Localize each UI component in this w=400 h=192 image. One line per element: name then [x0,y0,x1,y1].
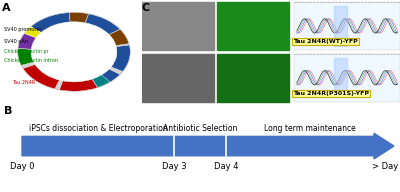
Bar [294,54,400,102]
Polygon shape [22,133,394,159]
Circle shape [31,22,117,82]
Wedge shape [60,79,98,91]
Wedge shape [92,75,110,88]
Bar [294,2,400,50]
Text: Day 3: Day 3 [162,162,186,171]
Text: Chicken b-actin pr: Chicken b-actin pr [4,49,49,54]
Text: Long term maintenance: Long term maintenance [264,124,356,133]
Bar [334,58,347,98]
Text: > Day 200: > Day 200 [372,162,400,171]
Text: A: A [2,3,10,13]
Text: B: B [4,106,12,116]
Wedge shape [18,33,36,49]
Text: SV40 pAn: SV40 pAn [4,39,28,44]
Text: iPSCs dissociation & Electroporation: iPSCs dissociation & Electroporation [29,124,167,133]
Wedge shape [18,48,34,65]
Wedge shape [23,65,59,89]
Text: SV40 promoter: SV40 promoter [4,26,42,31]
Text: Tau 2N4R(WT)-YFP: Tau 2N4R(WT)-YFP [293,39,358,44]
Text: Chicken b-actin intron: Chicken b-actin intron [4,58,58,63]
Wedge shape [111,45,130,72]
Bar [142,2,214,50]
Wedge shape [99,69,120,84]
Circle shape [18,12,130,91]
Wedge shape [24,26,41,38]
Bar [334,6,347,46]
Bar [217,54,289,102]
Wedge shape [31,13,70,32]
Text: C: C [142,3,150,13]
Text: Antibiotic Selection: Antibiotic Selection [163,124,237,133]
Text: Day 0: Day 0 [10,162,34,171]
Wedge shape [85,14,120,35]
Text: Tau 2N4R(P301S)-YFP: Tau 2N4R(P301S)-YFP [293,91,369,96]
Text: Day 4: Day 4 [214,162,238,171]
Wedge shape [69,12,88,23]
Text: Tau 2N4R: Tau 2N4R [12,80,35,85]
Bar [217,2,289,50]
Wedge shape [109,29,129,46]
Bar [142,54,214,102]
